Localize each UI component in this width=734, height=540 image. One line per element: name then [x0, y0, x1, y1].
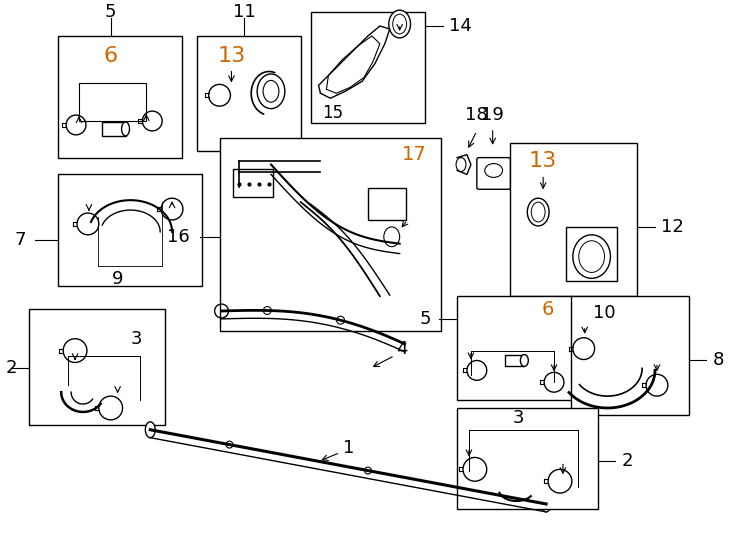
- Text: 6: 6: [542, 300, 554, 319]
- Bar: [566, 227, 617, 281]
- Text: 12: 12: [661, 218, 684, 236]
- Bar: [368, 188, 406, 220]
- Bar: [102, 122, 126, 136]
- Ellipse shape: [527, 198, 549, 226]
- Ellipse shape: [531, 202, 545, 222]
- Ellipse shape: [145, 422, 155, 438]
- Text: 6: 6: [103, 46, 117, 66]
- Ellipse shape: [541, 496, 551, 512]
- Text: 2: 2: [621, 453, 633, 470]
- Text: 3: 3: [131, 330, 142, 348]
- Text: 17: 17: [402, 145, 427, 164]
- Bar: [79, 83, 146, 121]
- Bar: [233, 170, 273, 197]
- Ellipse shape: [456, 158, 466, 172]
- Text: 14: 14: [449, 17, 472, 35]
- Ellipse shape: [520, 355, 528, 367]
- Text: 4: 4: [396, 340, 407, 357]
- Text: 19: 19: [482, 106, 504, 124]
- Text: 16: 16: [167, 228, 190, 246]
- Text: 5: 5: [420, 310, 432, 328]
- Text: 9: 9: [112, 271, 123, 288]
- Bar: [197, 36, 301, 151]
- Bar: [457, 408, 597, 509]
- Ellipse shape: [484, 164, 503, 178]
- Text: 7: 7: [14, 231, 26, 249]
- Ellipse shape: [573, 235, 611, 278]
- Bar: [58, 36, 182, 158]
- Ellipse shape: [263, 80, 279, 102]
- Text: 11: 11: [233, 3, 255, 21]
- Text: 8: 8: [713, 352, 724, 369]
- Bar: [510, 143, 637, 296]
- Ellipse shape: [122, 122, 129, 136]
- Text: 18: 18: [465, 106, 488, 124]
- Ellipse shape: [579, 241, 605, 272]
- Bar: [29, 309, 165, 425]
- Bar: [219, 138, 441, 331]
- Bar: [310, 12, 426, 123]
- Text: 15: 15: [322, 104, 344, 122]
- Ellipse shape: [384, 227, 399, 247]
- Ellipse shape: [393, 14, 407, 34]
- Text: 10: 10: [592, 304, 615, 322]
- Text: 3: 3: [512, 409, 524, 427]
- Text: 5: 5: [105, 3, 117, 21]
- Text: 2: 2: [6, 360, 18, 377]
- Text: 13: 13: [529, 151, 557, 171]
- Text: 13: 13: [217, 46, 246, 66]
- Bar: [58, 174, 202, 286]
- Bar: [504, 355, 524, 367]
- Text: 1: 1: [343, 438, 354, 456]
- Ellipse shape: [389, 10, 410, 38]
- Bar: [457, 296, 572, 400]
- Bar: [571, 296, 688, 415]
- FancyBboxPatch shape: [477, 158, 510, 190]
- Ellipse shape: [257, 74, 285, 109]
